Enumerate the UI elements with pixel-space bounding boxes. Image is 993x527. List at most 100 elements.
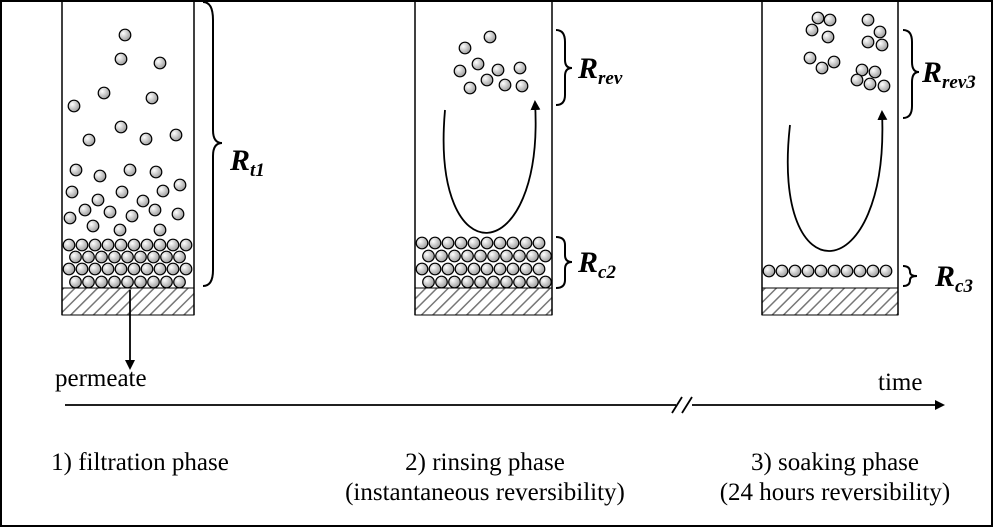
particle [101, 262, 115, 276]
particle [453, 64, 467, 78]
particle [788, 264, 802, 278]
particle [121, 275, 134, 289]
particle [139, 132, 153, 146]
particle [811, 11, 825, 25]
particle [173, 275, 186, 289]
particle [153, 238, 167, 252]
particle [814, 264, 828, 278]
particle [467, 236, 481, 250]
particle [461, 249, 474, 263]
particle [435, 275, 448, 289]
particle [153, 56, 167, 70]
particle [823, 13, 837, 27]
particle [532, 262, 546, 276]
particle [147, 275, 160, 289]
particle [114, 120, 128, 134]
particle [82, 275, 95, 289]
particle [156, 184, 170, 198]
particle [171, 207, 185, 221]
particle [88, 262, 102, 276]
particle [415, 262, 429, 276]
permeate-label: permeate [55, 365, 147, 392]
particle [134, 275, 147, 289]
particle [498, 78, 512, 92]
resistance: Rrev3 [921, 56, 976, 93]
particle [861, 13, 875, 27]
particle [91, 193, 105, 207]
particle [861, 35, 875, 49]
particle [82, 133, 96, 147]
resistance: Rc3 [934, 260, 973, 297]
particle [166, 262, 180, 276]
particle [863, 77, 877, 91]
particle [140, 262, 154, 276]
phase-title: 2) rinsing phase [405, 449, 565, 476]
particle [850, 73, 864, 87]
particle [140, 238, 154, 252]
particle [166, 238, 180, 252]
phase-labels: 1) filtration phase 2) rinsing phase (in… [51, 449, 950, 506]
particle [101, 238, 115, 252]
particle [69, 275, 82, 289]
resistance: Rrev [577, 52, 623, 89]
particle [441, 262, 455, 276]
particle [173, 178, 187, 192]
particle [88, 238, 102, 252]
particle [95, 275, 108, 289]
particle [93, 169, 107, 183]
particle [868, 65, 882, 79]
particle [474, 275, 487, 289]
particle [513, 61, 527, 75]
particle [539, 249, 552, 263]
particle [491, 63, 505, 77]
particle [160, 275, 173, 289]
particle [75, 262, 89, 276]
particle [169, 128, 183, 142]
particle [69, 250, 82, 264]
particle [149, 165, 163, 179]
particle [519, 262, 533, 276]
particle [127, 262, 141, 276]
particle [103, 205, 117, 219]
particle [441, 236, 455, 250]
particle [513, 275, 526, 289]
particle [108, 275, 121, 289]
phase-title: 3) soaking phase [751, 449, 919, 476]
particle [827, 264, 841, 278]
particle [95, 250, 108, 264]
particle [539, 275, 552, 289]
particle [480, 262, 494, 276]
particle [762, 264, 776, 278]
particle [803, 51, 817, 65]
particle [82, 250, 95, 264]
particle [458, 41, 472, 55]
particle [153, 262, 167, 276]
particle [148, 203, 162, 217]
particle [69, 163, 83, 177]
particle [873, 25, 887, 39]
particle [526, 249, 539, 263]
particle [519, 236, 533, 250]
particle [487, 275, 500, 289]
particle [875, 38, 889, 52]
particle [62, 262, 76, 276]
resistance: Rt1 [229, 144, 265, 181]
particle [123, 163, 137, 177]
particle [136, 194, 150, 208]
particle [62, 238, 76, 252]
particle [775, 264, 789, 278]
particle [487, 249, 500, 263]
particle [879, 264, 893, 278]
particle [493, 236, 507, 250]
particle [532, 236, 546, 250]
particle [855, 63, 869, 77]
particle [415, 236, 429, 250]
particle [173, 250, 186, 264]
particle [67, 99, 81, 113]
particle [145, 91, 159, 105]
particle [435, 249, 448, 263]
particle [121, 250, 134, 264]
particle [471, 57, 485, 71]
particle [815, 61, 829, 75]
